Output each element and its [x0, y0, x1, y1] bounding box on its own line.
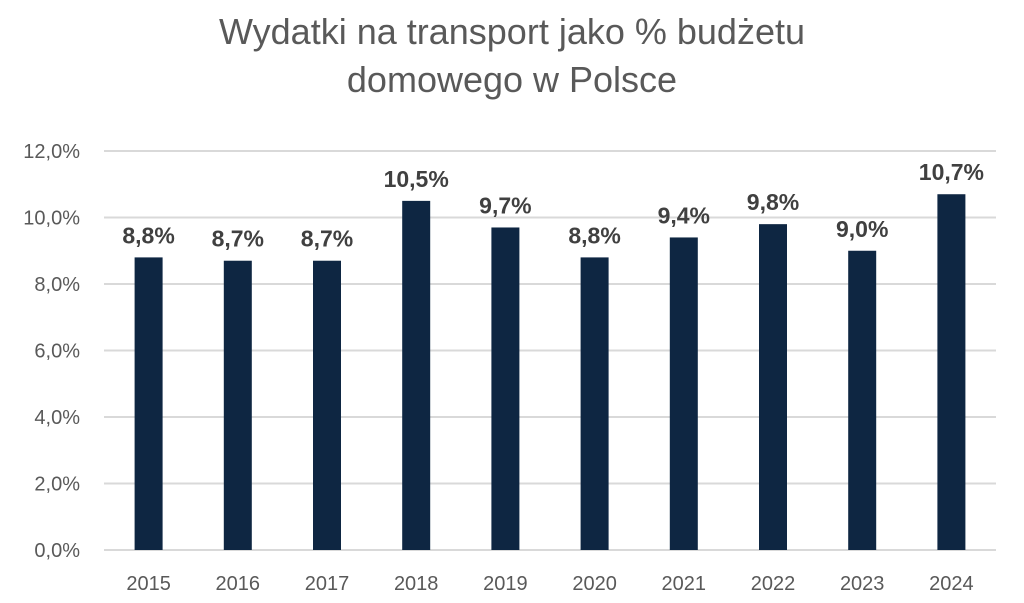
y-tick-label: 0,0% — [34, 540, 80, 562]
data-label: 8,8% — [122, 222, 174, 248]
bar-2017 — [313, 260, 341, 550]
bar-2015 — [134, 257, 163, 550]
bars — [134, 194, 966, 550]
chart-title: Wydatki na transport jako % budżetu domo… — [0, 8, 1024, 104]
bar-2018 — [402, 200, 431, 550]
x-tick-label: 2024 — [929, 573, 974, 595]
bar-2024 — [937, 194, 966, 550]
data-label: 8,7% — [212, 226, 264, 252]
data-label: 8,7% — [301, 226, 353, 252]
y-tick-label: 2,0% — [34, 474, 80, 496]
y-tick-label: 4,0% — [34, 407, 80, 429]
bar-2023 — [848, 250, 877, 550]
data-label: 10,5% — [384, 166, 449, 192]
x-tick-label: 2018 — [394, 573, 439, 595]
gridlines — [104, 150, 996, 551]
x-tick-label: 2023 — [840, 573, 885, 595]
bar-2016 — [223, 260, 252, 550]
data-label: 9,8% — [747, 189, 799, 215]
x-axis: 2015 2016 2017 2018 2019 2020 2021 2022 2023 2024 — [126, 573, 973, 595]
chart-title-line-2: domowego w Polsce — [346, 59, 678, 100]
bar-2020 — [580, 257, 609, 550]
bar-2019 — [491, 227, 520, 550]
bar-2022 — [759, 224, 787, 550]
x-tick-label: 2016 — [216, 573, 261, 595]
x-tick-label: 2020 — [572, 573, 617, 595]
y-tick-label: 12,0% — [23, 141, 80, 163]
data-label: 9,7% — [479, 192, 531, 218]
y-tick-label: 8,0% — [34, 274, 80, 296]
data-label: 10,7% — [919, 159, 984, 185]
y-axis: 0,0% 2,0% 4,0% 6,0% 8,0% 10,0% 12,0% — [23, 141, 80, 562]
x-tick-label: 2017 — [305, 573, 350, 595]
x-tick-label: 2022 — [751, 573, 796, 595]
x-tick-label: 2015 — [126, 573, 171, 595]
chart-title-line-1: Wydatki na transport jako % budżetu — [219, 11, 805, 52]
data-label: 9,0% — [836, 216, 888, 242]
data-label: 9,4% — [658, 202, 710, 228]
x-tick-label: 2021 — [662, 573, 707, 595]
data-label: 8,8% — [568, 222, 620, 248]
y-tick-label: 6,0% — [34, 341, 80, 363]
x-tick-label: 2019 — [483, 573, 528, 595]
data-labels: 8,8% 8,7% 8,7% 10,5% 9,7% 8,8% 9,4% 9,8% 9,0% 10,… — [122, 159, 984, 252]
bar-2021 — [669, 237, 698, 550]
y-tick-label: 10,0% — [23, 208, 80, 230]
